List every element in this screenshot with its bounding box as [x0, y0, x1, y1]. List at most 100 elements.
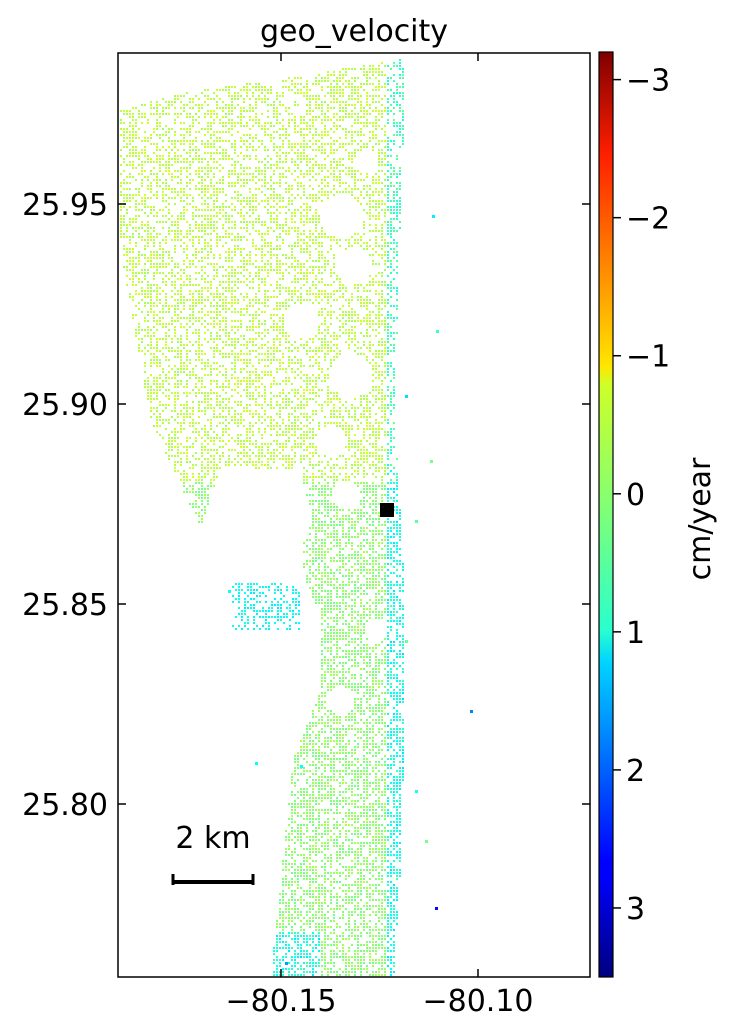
- velocity-pixel: [309, 140, 311, 142]
- velocity-pixel: [363, 116, 365, 118]
- velocity-pixel: [123, 221, 125, 223]
- velocity-pixel: [180, 95, 182, 97]
- velocity-pixel: [126, 269, 128, 271]
- velocity-pixel: [156, 365, 158, 367]
- velocity-pixel: [189, 128, 191, 130]
- velocity-pixel: [228, 227, 230, 229]
- velocity-pixel: [267, 116, 269, 118]
- velocity-pixel: [222, 266, 224, 268]
- velocity-pixel: [336, 149, 338, 151]
- velocity-pixel: [192, 254, 194, 256]
- velocity-pixel: [288, 266, 290, 268]
- velocity-pixel: [261, 266, 263, 268]
- velocity-pixel: [183, 371, 185, 373]
- velocity-pixel: [186, 203, 188, 205]
- velocity-pixel: [138, 272, 140, 274]
- velocity-pixel: [282, 134, 284, 136]
- velocity-pixel: [390, 164, 392, 166]
- velocity-pixel: [168, 398, 170, 400]
- velocity-pixel: [147, 197, 149, 199]
- velocity-pixel: [183, 392, 185, 394]
- velocity-pixel: [180, 188, 182, 190]
- velocity-pixel: [306, 161, 308, 163]
- velocity-pixel: [378, 308, 380, 310]
- velocity-pixel: [201, 182, 203, 184]
- velocity-pixel: [192, 401, 194, 403]
- velocity-pixel: [309, 128, 311, 130]
- velocity-pixel: [288, 122, 290, 124]
- velocity-pixel: [357, 233, 359, 235]
- velocity-pixel: [360, 107, 362, 109]
- velocity-pixel: [192, 98, 194, 100]
- velocity-pixel: [321, 233, 323, 235]
- velocity-pixel: [282, 362, 284, 364]
- velocity-pixel: [126, 143, 128, 145]
- velocity-pixel: [366, 83, 368, 85]
- velocity-pixel: [195, 146, 197, 148]
- velocity-pixel: [276, 263, 278, 265]
- velocity-pixel: [228, 131, 230, 133]
- velocity-pixel: [138, 233, 140, 235]
- velocity-pixel: [237, 155, 239, 157]
- velocity-pixel: [315, 95, 317, 97]
- velocity-pixel: [147, 383, 149, 385]
- velocity-pixel: [354, 185, 356, 187]
- velocity-pixel: [201, 188, 203, 190]
- velocity-pixel: [327, 92, 329, 94]
- velocity-pixel: [213, 326, 215, 328]
- velocity-pixel: [330, 191, 332, 193]
- velocity-pixel: [225, 200, 227, 202]
- velocity-pixel: [159, 320, 161, 322]
- velocity-pixel: [222, 224, 224, 226]
- velocity-pixel: [387, 350, 389, 352]
- velocity-pixel: [144, 362, 146, 364]
- velocity-pixel: [180, 428, 182, 430]
- velocity-pixel: [189, 299, 191, 301]
- velocity-pixel: [219, 371, 221, 373]
- velocity-pixel: [204, 158, 206, 160]
- velocity-pixel: [324, 257, 326, 259]
- velocity-pixel: [162, 260, 164, 262]
- velocity-pixel: [291, 119, 293, 121]
- velocity-pixel: [258, 272, 260, 274]
- velocity-pixel: [165, 149, 167, 151]
- velocity-pixel: [228, 185, 230, 187]
- velocity-pixel: [159, 404, 161, 406]
- velocity-pixel: [318, 296, 320, 298]
- velocity-pixel: [234, 98, 236, 100]
- velocity-pixel: [153, 389, 155, 391]
- velocity-pixel: [204, 233, 206, 235]
- velocity-pixel: [207, 365, 209, 367]
- velocity-pixel: [231, 203, 233, 205]
- velocity-pixel: [282, 305, 284, 307]
- velocity-pixel: [168, 251, 170, 253]
- velocity-pixel: [144, 131, 146, 133]
- velocity-pixel: [129, 113, 131, 115]
- velocity-pixel: [186, 350, 188, 352]
- velocity-pixel: [282, 263, 284, 265]
- velocity-pixel: [270, 188, 272, 190]
- velocity-pixel: [351, 98, 353, 100]
- velocity-pixel: [330, 236, 332, 238]
- velocity-pixel: [243, 344, 245, 346]
- velocity-pixel: [207, 146, 209, 148]
- velocity-pixel: [225, 158, 227, 160]
- velocity-pixel: [180, 404, 182, 406]
- velocity-pixel: [267, 263, 269, 265]
- velocity-pixel: [243, 110, 245, 112]
- velocity-pixel: [210, 281, 212, 283]
- velocity-pixel: [222, 89, 224, 91]
- velocity-pixel: [195, 374, 197, 376]
- velocity-pixel: [213, 158, 215, 160]
- velocity-pixel: [234, 182, 236, 184]
- velocity-pixel: [345, 110, 347, 112]
- velocity-pixel: [162, 200, 164, 202]
- velocity-pixel: [234, 332, 236, 334]
- velocity-pixel: [390, 296, 392, 298]
- velocity-pixel: [384, 302, 386, 304]
- velocity-pixel: [270, 428, 272, 430]
- velocity-pixel: [342, 191, 344, 193]
- velocity-pixel: [225, 371, 227, 373]
- velocity-pixel: [213, 143, 215, 145]
- velocity-pixel: [195, 149, 197, 151]
